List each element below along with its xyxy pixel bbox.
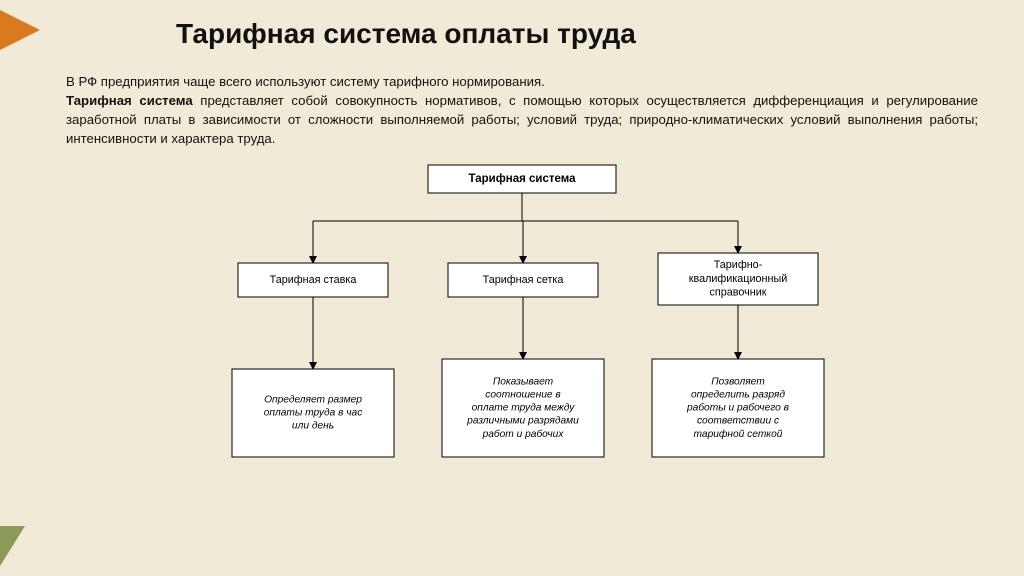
slide-page: Тарифная система оплаты труда В РФ предп… <box>0 0 1024 576</box>
intro-paragraph: В РФ предприятия чаще всего используют с… <box>66 72 978 149</box>
svg-text:Тарифная система: Тарифная система <box>468 173 576 185</box>
svg-text:Позволяет: Позволяет <box>711 376 765 387</box>
tariff-system-tree: Тарифная система Тарифная ставка Тарифная … <box>162 159 882 489</box>
node-m2: Тарифная сетка <box>448 263 598 297</box>
svg-text:определить разряд: определить разряд <box>691 389 785 400</box>
intro-bold: Тарифная система <box>66 93 193 108</box>
node-m1: Тарифная ставка <box>238 263 388 297</box>
svg-text:Показывает: Показывает <box>493 376 554 387</box>
svg-text:оплате труда между: оплате труда между <box>472 402 576 413</box>
svg-text:Тарифная сетка: Тарифная сетка <box>483 273 564 285</box>
svg-text:соотношение в: соотношение в <box>485 389 561 400</box>
intro-rest: представляет собой совокупность норматив… <box>66 93 978 146</box>
svg-text:справочник: справочник <box>710 286 767 298</box>
node-m3: Тарифно-квалификационный справочник <box>658 253 818 305</box>
svg-text:оплаты труда в час: оплаты труда в час <box>264 407 363 418</box>
svg-text:квалификационный: квалификационный <box>689 272 788 284</box>
svg-text:работы и рабочего в: работы и рабочего в <box>686 401 790 413</box>
svg-text:различными разрядами: различными разрядами <box>466 415 579 426</box>
svg-text:соответствии с: соответствии с <box>697 415 779 426</box>
node-root: Тарифная система <box>428 165 616 193</box>
node-l3: Позволяет определить разрядработы и рабоч… <box>652 359 824 457</box>
svg-text:тарифной сеткой: тарифной сеткой <box>694 427 783 439</box>
page-title: Тарифная система оплаты труда <box>176 18 978 50</box>
svg-text:работ и рабочих: работ и рабочих <box>482 427 565 439</box>
svg-text:или день: или день <box>292 420 334 431</box>
node-l2: Показывает соотношение в оплате труда межд… <box>442 359 604 457</box>
svg-text:Определяет размер: Определяет размер <box>264 394 362 405</box>
svg-text:Тарифно-: Тарифно- <box>714 259 763 271</box>
node-l1: Определяет размер оплаты труда в час или д… <box>232 369 394 457</box>
svg-text:Тарифная ставка: Тарифная ставка <box>270 273 357 285</box>
diagram-container: Тарифная система Тарифная ставка Тарифная … <box>162 159 882 489</box>
intro-line1: В РФ предприятия чаще всего используют с… <box>66 74 545 89</box>
